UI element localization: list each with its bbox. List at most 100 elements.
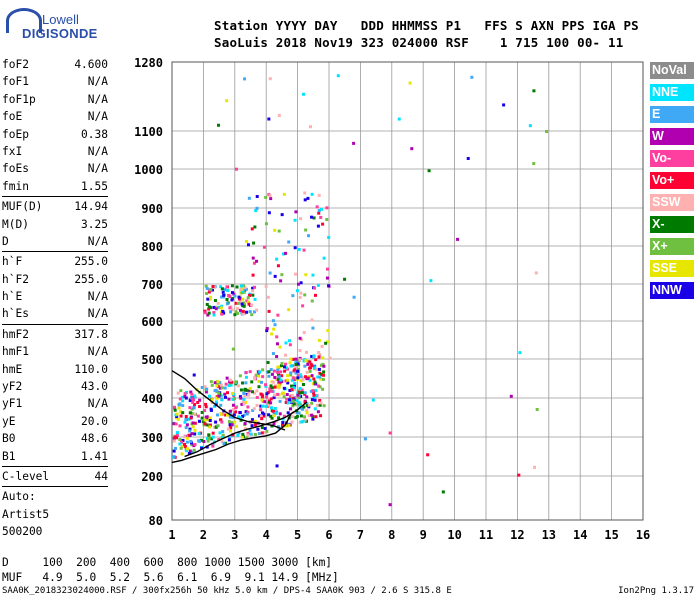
legend-item-e: E [650,106,694,123]
echo-point [242,303,246,307]
echo-point [528,124,532,128]
param-value: N/A [87,234,108,248]
echo-point [272,414,276,418]
echo-point [245,310,249,314]
param-name: hmF2 [2,327,29,341]
echo-point [277,229,281,233]
echo-point [223,288,227,292]
echo-point [287,424,291,428]
legend-item-ssw: SSW [650,194,694,211]
echo-point [250,303,254,307]
echo-point [317,384,321,388]
echo-point [189,390,193,394]
echo-point [269,406,273,410]
echo-point [257,374,261,378]
x-tick-label: 8 [388,528,395,542]
echo-point [259,404,263,408]
echo-point [288,388,292,392]
echo-point [192,373,196,377]
echo-point [228,415,232,419]
echo-point [210,288,214,292]
echo-point [310,401,314,405]
echo-point [291,399,295,403]
echo-point [314,415,318,419]
echo-point [251,289,255,293]
echo-point [242,391,246,395]
param-name: fxI [2,144,23,158]
param-value: 1.55 [81,179,108,193]
echo-point [208,295,212,299]
y-tick-label: 300 [141,431,163,445]
param-name: foEp [2,127,29,141]
echo-point [426,453,430,457]
param-value: 0.38 [81,127,108,141]
echo-point [284,379,288,383]
echo-point [200,446,204,450]
echo-point [286,411,290,415]
echo-point [311,382,315,386]
echo-point [245,392,249,396]
echo-point [280,213,284,217]
echo-point [244,427,248,431]
echo-point [262,431,266,435]
echo-point [321,387,325,391]
echo-point [313,380,317,384]
echo-point [306,362,310,366]
echo-point [265,395,269,399]
echo-point [518,351,522,355]
echo-point [219,412,223,416]
x-tick-label: 12 [510,528,524,542]
echo-point [316,224,320,228]
echo-point [307,403,311,407]
param-value: N/A [87,162,108,176]
echo-point [198,398,202,402]
echo-point [307,234,311,238]
echo-point [327,284,331,288]
echo-point [295,377,299,381]
echo-point [276,392,280,396]
echo-point [282,192,286,196]
echo-point [273,274,277,278]
y-tick-label: 700 [141,278,163,292]
header-labels: Station YYYY DAY DDD HHMMSS P1 FFS S AXN… [214,18,639,33]
echo-point [187,452,191,456]
echo-point [222,311,226,315]
echo-point [214,420,218,424]
echo-point [219,383,223,387]
param-name: h`Es [2,307,29,321]
echo-point [302,405,306,409]
echo-point [545,130,549,134]
echo-point [205,418,209,422]
echo-point [216,413,220,417]
echo-point [206,313,210,317]
param-name: C-level [2,469,50,483]
echo-point [303,418,307,422]
echo-point [238,411,242,415]
echo-point [244,287,248,291]
param-row: B0 48.6 [2,430,108,447]
echo-point [273,406,277,410]
echo-point [211,435,215,439]
param-name: h`F2 [2,272,29,286]
param-row: foEp 0.38 [2,126,108,143]
echo-point [253,423,257,427]
echo-point [192,406,196,410]
echo-point [322,404,326,408]
echo-point [245,412,249,416]
echo-point [234,310,238,314]
echo-point [299,291,303,295]
echo-point [277,385,281,389]
echo-point [298,373,302,377]
echo-point [305,395,309,399]
echo-point [299,406,303,410]
param-note: Auto: [2,490,36,504]
echo-point [260,426,264,430]
echo-point [173,446,177,450]
echo-point [533,465,537,469]
echo-point [234,301,238,305]
echo-point [319,377,323,381]
echo-point [397,117,401,121]
echo-point [303,391,307,395]
echo-point [189,439,193,443]
echo-point [253,376,257,380]
